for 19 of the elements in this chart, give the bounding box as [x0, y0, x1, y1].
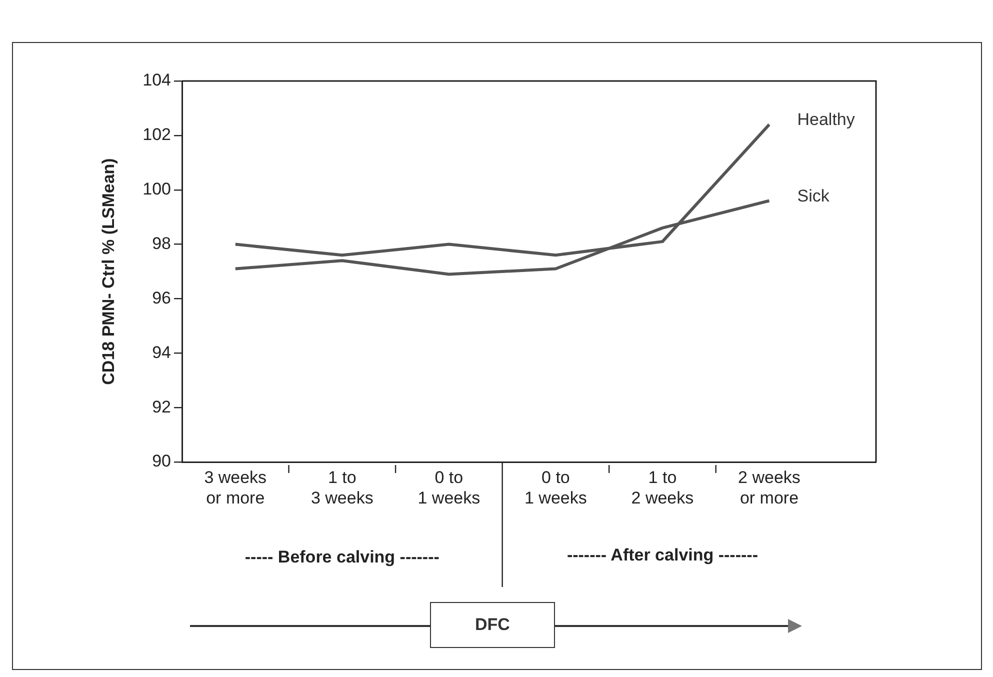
y-tick-label: 96	[152, 288, 171, 308]
series-label: Sick	[797, 186, 830, 206]
x-tick-label: 0 to 1 weeks	[524, 468, 587, 508]
x-tick-label: 1 to 3 weeks	[310, 468, 374, 508]
y-tick-label: 102	[142, 125, 171, 144]
y-tick-label: 104	[142, 70, 171, 90]
x-tick-label: 0 to 1 weeks	[418, 468, 480, 508]
y-tick-label: 98	[152, 234, 171, 253]
x-tick-label: 2 weeks or more	[738, 468, 800, 508]
text: ------- After calving -------	[566, 546, 758, 565]
y-tick-label: 90	[152, 452, 171, 471]
text: ----- Before calving -------	[244, 548, 440, 567]
y-tick-label: 92	[152, 397, 171, 416]
x-tick-label: 1 to 2 weeks	[631, 468, 694, 508]
y-tick-label: 100	[142, 180, 171, 199]
x-tick-label: 3 weeks or more	[204, 468, 267, 508]
series-label: Healthy	[797, 110, 856, 130]
y-axis-title: CD18 PMN- Ctrl % (LSMean)	[98, 158, 118, 385]
y-tick-label: 94	[152, 342, 171, 362]
